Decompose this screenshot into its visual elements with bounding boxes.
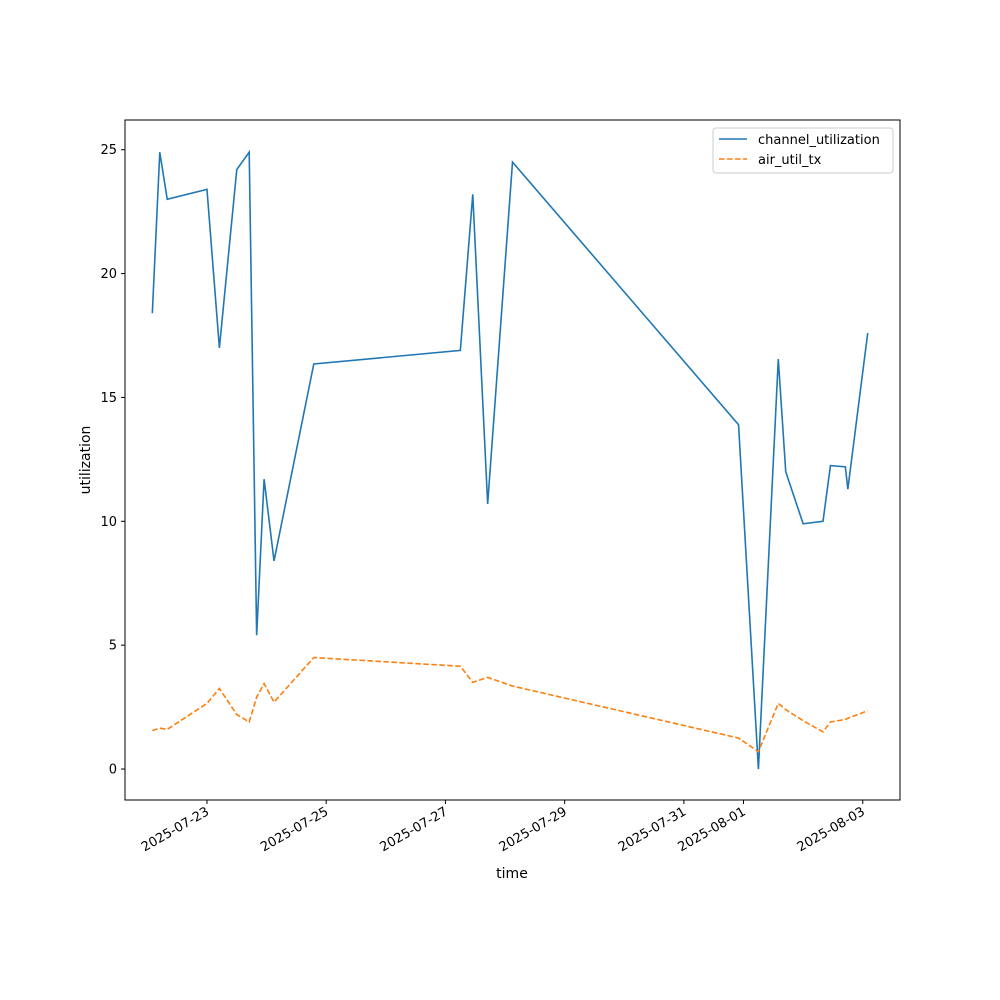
legend-label-channel-utilization: channel_utilization	[758, 133, 880, 148]
legend: channel_utilization air_util_tx	[712, 127, 894, 174]
plot-area	[125, 120, 900, 800]
y-axis-title: utilization	[78, 426, 94, 495]
y-tick-label: 25	[100, 143, 117, 158]
y-tick-label: 10	[100, 515, 117, 530]
y-tick-label: 15	[100, 391, 117, 406]
series-line-air-util-tx	[152, 656, 868, 753]
legend-label-air-util-tx: air_util_tx	[758, 153, 822, 168]
plot-frame	[124, 119, 901, 801]
legend-box	[712, 127, 894, 174]
y-axis: 0 5 10 15 20 25	[100, 143, 125, 778]
series-line-channel-utilization	[151, 149, 869, 770]
y-tick-label: 5	[109, 639, 117, 654]
y-tick-label: 0	[109, 763, 117, 778]
y-tick-label: 20	[100, 267, 117, 282]
series-layer	[151, 149, 869, 770]
x-axis-title: time	[496, 866, 528, 882]
